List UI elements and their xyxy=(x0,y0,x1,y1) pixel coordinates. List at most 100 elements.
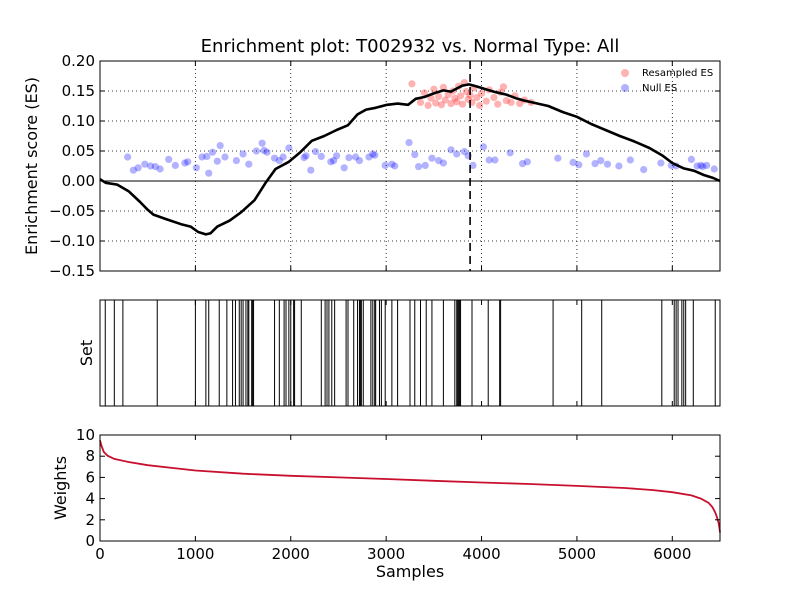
resampled-es-point xyxy=(507,98,515,106)
null-es-point xyxy=(439,159,447,167)
null-es-point xyxy=(311,148,320,156)
resampled-es-point xyxy=(466,91,474,99)
null-es-point xyxy=(192,164,200,172)
weights-y-tick-label: 8 xyxy=(85,447,95,465)
weights-y-axis-label: Weights xyxy=(51,456,70,520)
resampled-es-point xyxy=(451,94,459,102)
es-y-tick-label: 0.20 xyxy=(62,52,95,70)
null-es-point xyxy=(703,161,711,169)
resampled-es-point xyxy=(408,80,416,88)
x-tick-label: 1000 xyxy=(176,545,214,563)
es-y-tick-label: 0.10 xyxy=(62,112,95,130)
set-ticks xyxy=(194,300,673,406)
null-es-point xyxy=(327,158,335,166)
null-es-point xyxy=(330,157,338,165)
null-es-point xyxy=(279,153,287,161)
null-es-point xyxy=(388,160,396,168)
null-es-point xyxy=(213,157,221,165)
es-panel-frame xyxy=(99,60,721,272)
null-es-point xyxy=(485,156,493,164)
null-es-point xyxy=(345,154,353,162)
null-es-point xyxy=(435,157,443,165)
null-es-point xyxy=(221,153,229,161)
null-es-point xyxy=(411,151,419,159)
null-es-point xyxy=(302,152,310,160)
weights-y-tick-label: 2 xyxy=(85,511,95,529)
null-es-point xyxy=(447,146,455,154)
legend-label-null: Null ES xyxy=(642,83,677,94)
weights-curve xyxy=(99,440,721,533)
null-es-point xyxy=(381,161,389,169)
es-panel: 0.20 0.15 0.10 0.05 0.00 −0.05 −0.10 −0.15 Enri… xyxy=(22,36,721,280)
es-y-tick-label: 0.15 xyxy=(62,82,95,100)
null-es-point xyxy=(203,152,211,160)
null-es-point xyxy=(181,159,189,167)
resampled-es-point xyxy=(458,100,467,108)
resampled-es-point xyxy=(453,98,461,106)
null-es-point xyxy=(340,164,348,172)
null-es-point xyxy=(258,139,266,147)
legend-marker-resampled xyxy=(621,69,629,77)
null-es-point xyxy=(355,157,364,165)
resampled-es-point xyxy=(437,101,446,109)
resampled-es-point xyxy=(424,101,432,109)
null-es-point xyxy=(285,144,293,152)
null-es-point xyxy=(263,148,271,156)
null-es-point xyxy=(171,161,179,169)
null-es-point xyxy=(365,153,373,161)
es-y-tick-label: 0.00 xyxy=(62,172,95,190)
null-es-point xyxy=(554,154,562,162)
null-es-point xyxy=(640,166,648,174)
resampled-es-point xyxy=(439,83,447,91)
resampled-es-point xyxy=(456,92,465,100)
null-es-point xyxy=(352,153,360,161)
null-es-point xyxy=(198,153,206,161)
resampled-es-point xyxy=(435,92,443,100)
set-panel-frame xyxy=(99,299,721,407)
null-es-point xyxy=(506,149,514,157)
null-es-point xyxy=(687,155,695,163)
es-curve xyxy=(99,83,721,236)
null-es-point xyxy=(205,169,213,177)
null-es-point xyxy=(146,162,155,170)
null-es-point xyxy=(626,156,634,164)
resampled-es-point xyxy=(502,97,510,105)
null-es-point xyxy=(453,150,461,158)
es-panel-background xyxy=(100,61,720,271)
null-es-point xyxy=(134,164,142,172)
null-es-point xyxy=(245,160,253,168)
legend-label-resampled: Resampled ES xyxy=(642,68,713,79)
resampled-es-point xyxy=(432,99,440,107)
null-es-point xyxy=(460,148,468,156)
null-es-point xyxy=(405,139,413,147)
null-es-point xyxy=(699,163,707,171)
null-es-point xyxy=(615,162,623,170)
x-tick-label: 5000 xyxy=(558,545,596,563)
weights-y-tick-label: 10 xyxy=(76,426,95,444)
resampled-es-point xyxy=(476,101,484,109)
resampled-es-point xyxy=(444,91,452,99)
null-es-point xyxy=(414,163,423,171)
x-tick-label: 0 xyxy=(95,545,105,563)
null-es-point xyxy=(239,150,247,158)
null-es-point xyxy=(270,154,279,162)
null-es-point xyxy=(156,165,164,173)
resampled-es-point xyxy=(441,96,449,104)
null-es-point xyxy=(300,154,308,162)
x-tick-label: 4000 xyxy=(462,545,500,563)
resampled-es-point xyxy=(494,100,502,108)
null-es-point xyxy=(184,158,192,166)
es-y-tick-label: 0.05 xyxy=(62,142,95,160)
resampled-es-point xyxy=(430,85,438,93)
null-es-point xyxy=(307,166,315,174)
null-es-point xyxy=(165,155,173,163)
es-y-tick-label: −0.05 xyxy=(49,202,95,220)
null-es-point xyxy=(597,157,605,165)
x-tick-label: 3000 xyxy=(367,545,405,563)
es-y-tick-label: −0.10 xyxy=(49,232,95,250)
null-es-point xyxy=(129,166,137,174)
es-y-axis-label: Enrichment score (ES) xyxy=(22,77,41,255)
